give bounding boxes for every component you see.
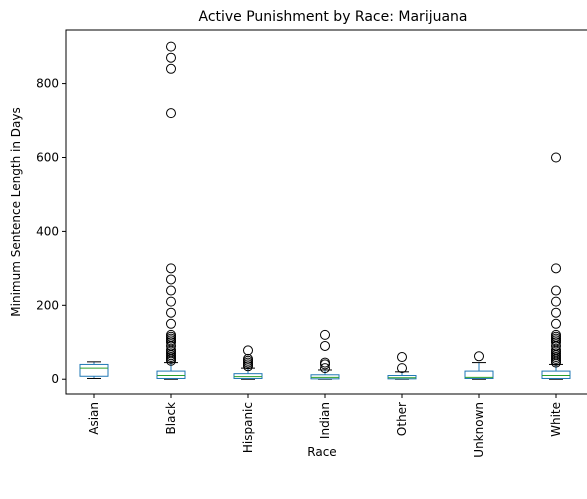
x-axis-label: Race xyxy=(307,445,336,459)
flier-point xyxy=(166,307,176,318)
flier-point xyxy=(320,340,330,351)
box-other xyxy=(387,352,417,380)
flier-point xyxy=(474,351,484,362)
y-tick-label: 800 xyxy=(36,77,59,91)
flier-point xyxy=(551,329,561,340)
box-unknown xyxy=(464,351,494,380)
y-axis: 0 200 400 600 800 xyxy=(36,77,66,386)
iqr-box xyxy=(464,370,494,379)
y-tick-label: 400 xyxy=(36,224,59,238)
flier-point xyxy=(166,274,176,285)
flier-point xyxy=(166,318,176,329)
iqr-box xyxy=(156,370,186,379)
flier-point xyxy=(551,285,561,296)
flier-point xyxy=(243,345,253,356)
flier-point xyxy=(166,285,176,296)
flier-point xyxy=(551,296,561,307)
flier-point xyxy=(551,318,561,329)
y-tick-label: 600 xyxy=(36,150,59,164)
x-axis: Asian Black Hispanic Indian Other Unknown Whit… xyxy=(87,394,563,458)
x-tick-label-black: Black xyxy=(164,402,178,435)
flier-point xyxy=(551,263,561,274)
x-tick-label-indian: Indian xyxy=(318,402,332,439)
y-tick-label: 200 xyxy=(36,298,59,312)
y-tick-label: 0 xyxy=(51,372,59,386)
iqr-box xyxy=(387,375,417,380)
flier-point xyxy=(320,357,330,368)
x-tick-label-hispanic: Hispanic xyxy=(241,402,255,453)
flier-point xyxy=(320,329,330,340)
flier-point xyxy=(551,152,561,163)
x-tick-label-asian: Asian xyxy=(87,402,101,435)
box-hispanic xyxy=(233,345,263,380)
x-tick-label-other: Other xyxy=(395,402,409,436)
y-axis-label: Minimum Sentence Length in Days xyxy=(9,107,23,316)
x-tick-label-white: White xyxy=(549,402,563,437)
flier-point xyxy=(397,363,407,374)
iqr-box xyxy=(310,374,340,380)
flier-point xyxy=(166,108,176,119)
flier-point xyxy=(166,52,176,63)
iqr-box xyxy=(233,373,263,379)
flier-point xyxy=(320,363,330,374)
box-indian xyxy=(310,329,340,380)
box-black xyxy=(156,41,186,380)
flier-point xyxy=(166,263,176,274)
plot-area xyxy=(79,41,571,380)
iqr-box xyxy=(79,363,109,377)
plot-frame xyxy=(65,29,587,395)
box-white xyxy=(541,152,571,380)
flier-point xyxy=(397,352,407,363)
flier-point xyxy=(166,296,176,307)
flier-point xyxy=(166,41,176,52)
box-asian xyxy=(79,361,109,379)
chart-title: Active Punishment by Race: Marijuana xyxy=(198,9,467,25)
flier-point xyxy=(243,353,253,364)
flier-point xyxy=(166,63,176,74)
x-tick-label-unknown: Unknown xyxy=(472,402,486,458)
iqr-box xyxy=(541,370,571,379)
flier-point xyxy=(551,307,561,318)
flier-point xyxy=(166,329,176,340)
